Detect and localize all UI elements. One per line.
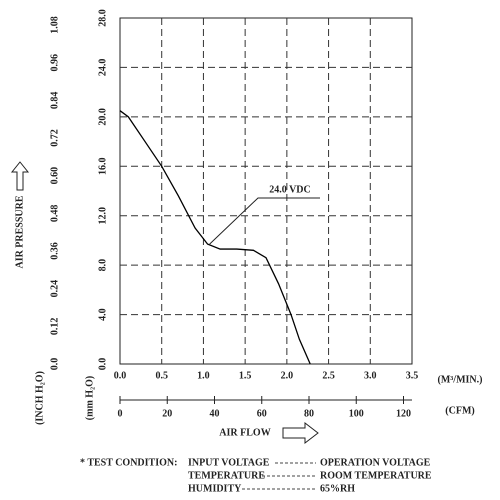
- y2-tick-label: 0.36: [49, 242, 60, 260]
- condition-key: INPUT VOLTAGE: [188, 457, 270, 468]
- annotation-leader: [209, 197, 320, 245]
- flow-arrow: [282, 421, 319, 445]
- x2-tick-label: 100: [349, 408, 364, 419]
- pressure-arrow: [10, 161, 30, 191]
- y-tick-label: 4.0: [97, 308, 108, 321]
- condition-value: OPERATION VOLTAGE: [320, 457, 431, 468]
- y-tick-label: 8.0: [97, 259, 108, 272]
- condition-value: 65%RH: [320, 483, 355, 494]
- x-tick-label: 2.0: [281, 370, 294, 381]
- y-tick-label: 28.0: [97, 9, 108, 27]
- x-tick-label: 2.5: [322, 370, 335, 381]
- y2-unit: (INCH H₂O): [34, 371, 45, 425]
- condition-key: HUMIDITY: [188, 483, 242, 494]
- x-tick-label: 0.5: [155, 370, 168, 381]
- curve: [119, 110, 311, 365]
- y-label: AIR PRESSURE: [14, 195, 25, 268]
- x-tick-label: 0.0: [114, 370, 127, 381]
- x-tick-label: 3.5: [406, 370, 419, 381]
- test-title: * TEST CONDITION:: [80, 457, 177, 468]
- x-tick-label: 1.5: [239, 370, 252, 381]
- x-unit: (M³/MIN.): [438, 374, 483, 385]
- y2-tick-label: 0.84: [49, 92, 60, 110]
- y-tick-label: 16.0: [97, 158, 108, 176]
- x2-tick-label: 40: [209, 408, 219, 419]
- condition-value: ROOM TEMPERATURE: [320, 470, 432, 481]
- y2-tick-label: 0.72: [49, 129, 60, 147]
- y2-tick-label: 0.96: [49, 54, 60, 71]
- x2-tick-label: 20: [162, 408, 172, 419]
- y-unit: (mm H₂O): [84, 376, 95, 420]
- y2-tick-label: 0.24: [49, 280, 60, 298]
- plot-frame: [119, 17, 413, 365]
- y-tick-label: 12.0: [97, 207, 108, 225]
- y-tick-label: 24.0: [97, 59, 108, 77]
- x2-tick-label: 120: [396, 408, 411, 419]
- y2-tick-label: 0.60: [49, 167, 60, 185]
- y2-tick-label: 0.48: [49, 205, 60, 223]
- y-tick-label: 0.0: [97, 358, 108, 371]
- x2-tick-label: 60: [257, 408, 267, 419]
- y2-tick-label: 1.08: [49, 16, 60, 34]
- y2-tick-label: 0.0: [49, 358, 60, 371]
- x2-tick-label: 0: [118, 408, 123, 419]
- x-label: AIR FLOW: [219, 427, 270, 438]
- x2-unit: (CFM): [445, 405, 474, 416]
- x-tick-label: 1.0: [197, 370, 210, 381]
- condition-dashes: [242, 462, 316, 490]
- y-tick-label: 20.0: [97, 108, 108, 126]
- x2-tick-label: 80: [304, 408, 314, 419]
- y2-tick-label: 0.12: [49, 318, 60, 336]
- x-tick-label: 3.0: [364, 370, 377, 381]
- condition-key: TEMPERATURE: [188, 470, 265, 481]
- series-label: 24.0 VDC: [269, 184, 310, 195]
